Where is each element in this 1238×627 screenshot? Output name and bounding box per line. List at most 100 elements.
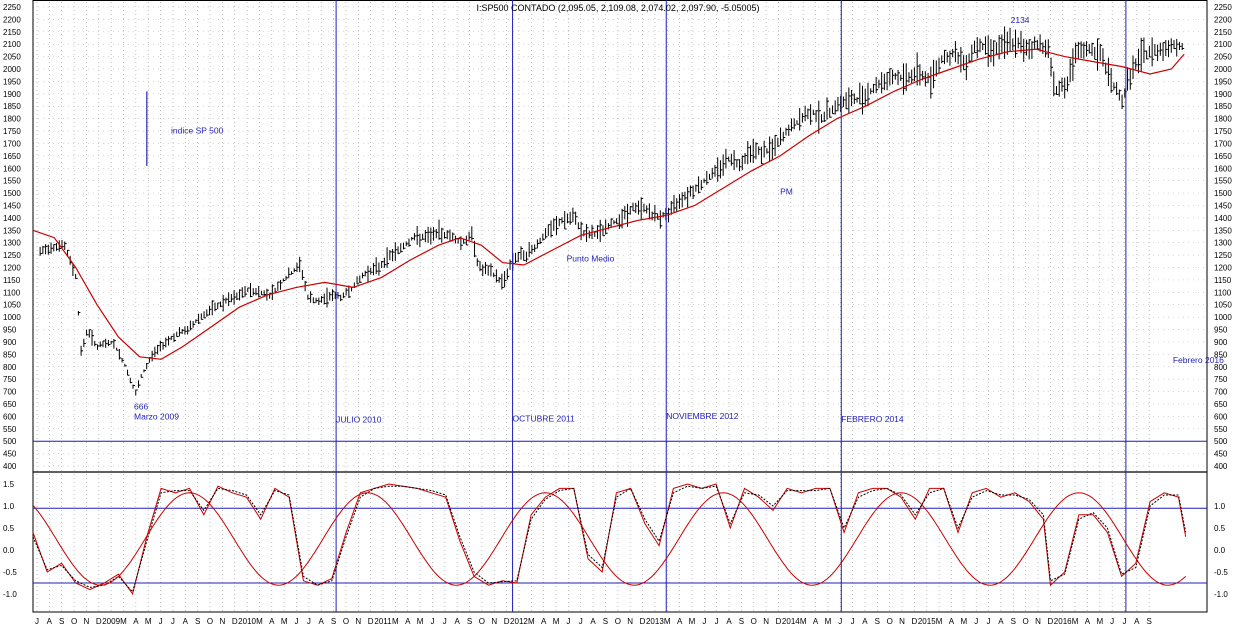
month-tick-label: D [1047, 617, 1053, 626]
price-tick-label-right: 1700 [1214, 139, 1232, 148]
oscillator-line [32, 483, 1187, 596]
price-tick-label-left: 1200 [3, 264, 21, 273]
annotation-label: NOVIEMBRE 2012 [666, 411, 739, 421]
price-tick-label-left: 1400 [3, 214, 21, 223]
annotation-label: 666 [134, 401, 148, 411]
month-tick-label: O [207, 617, 213, 626]
price-tick-label-right: 400 [1214, 462, 1228, 471]
month-tick-label: A [726, 617, 732, 626]
month-tick-label: M [1072, 617, 1079, 626]
annotation-label: JULIO 2010 [336, 415, 382, 425]
price-tick-label-right: 1450 [1214, 201, 1232, 210]
price-tick-label-right: 2200 [1214, 15, 1232, 24]
price-tick-label-left: 700 [3, 388, 17, 397]
month-tick-label: N [627, 617, 633, 626]
month-tick-label: A [998, 617, 1004, 626]
month-tick-label: M [1096, 617, 1103, 626]
month-tick-label: A [590, 617, 596, 626]
month-tick-label: M [256, 617, 263, 626]
price-tick-label-right: 1500 [1214, 189, 1232, 198]
month-tick-label: J [159, 617, 163, 626]
price-tick-label-left: 1250 [3, 251, 21, 260]
axis-layer: J A S O N D 2009 M A M J J A S O N D 2010 M A M J J A S O N D 2011 M A… [3, 0, 1232, 626]
month-tick-label: O [343, 617, 349, 626]
price-tick-label-right: 850 [1214, 350, 1228, 359]
month-tick-label: S [875, 617, 880, 626]
price-tick-label-left: 500 [3, 437, 17, 446]
month-tick-label: A [269, 617, 275, 626]
month-tick-label: A [541, 617, 547, 626]
price-tick-label-left: 1100 [3, 288, 21, 297]
price-tick-label-right: 2100 [1214, 40, 1232, 49]
month-tick-label: D [912, 617, 918, 626]
price-tick-label-right: 2250 [1214, 3, 1232, 12]
month-tick-label: A [677, 617, 683, 626]
annotation-label: Febrero 2016 [1173, 355, 1224, 365]
month-tick-label: 2010 [238, 617, 256, 626]
month-tick-label: 2011 [374, 617, 392, 626]
price-tick-label-left: 1300 [3, 239, 21, 248]
month-tick-label: J [443, 617, 447, 626]
price-tick-label-right: 650 [1214, 400, 1228, 409]
month-tick-label: M [689, 617, 696, 626]
osc-tick-label-left: 0.0 [3, 546, 15, 555]
month-tick-label: A [183, 617, 189, 626]
price-tick-label-left: 1700 [3, 139, 21, 148]
month-tick-label: D [776, 617, 782, 626]
price-tick-label-left: 2200 [3, 15, 21, 24]
osc-tick-label-right: 0.5 [1214, 524, 1226, 533]
osc-tick-label-right: -0.5 [1214, 568, 1228, 577]
price-tick-label-left: 1800 [3, 115, 21, 124]
month-tick-label: J [171, 617, 175, 626]
month-tick-label: S [467, 617, 472, 626]
month-tick-label: N [899, 617, 905, 626]
price-tick-label-left: 1950 [3, 77, 21, 86]
month-tick-label: A [319, 617, 325, 626]
month-tick-label: D [96, 617, 102, 626]
osc-tick-label-right: -1.0 [1214, 590, 1228, 599]
price-tick-label-right: 1050 [1214, 301, 1232, 310]
month-tick-label: J [715, 617, 719, 626]
month-tick-label: N [219, 617, 225, 626]
month-tick-label: J [987, 617, 991, 626]
month-tick-label: N [1035, 617, 1041, 626]
price-tick-label-left: 750 [3, 375, 17, 384]
price-tick-label-right: 750 [1214, 375, 1228, 384]
price-tick-label-left: 1600 [3, 164, 21, 173]
annotation-label: PM [780, 186, 793, 196]
price-tick-label-right: 950 [1214, 326, 1228, 335]
series-lines [32, 0, 1207, 612]
month-tick-label: A [47, 617, 53, 626]
price-tick-label-right: 1400 [1214, 214, 1232, 223]
price-tick-label-left: 2250 [3, 3, 21, 12]
month-tick-label: O [751, 617, 757, 626]
price-tick-label-left: 400 [3, 462, 17, 471]
month-tick-label: N [491, 617, 497, 626]
month-tick-label: A [862, 617, 868, 626]
annotation-label: 2134 [1011, 15, 1030, 25]
price-tick-label-right: 1950 [1214, 77, 1232, 86]
month-tick-label: M [120, 617, 127, 626]
month-tick-label: J [838, 617, 842, 626]
osc-tick-label-left: 0.5 [3, 524, 15, 533]
price-tick-label-right: 1750 [1214, 127, 1232, 136]
price-tick-label-left: 1000 [3, 313, 21, 322]
osc-tick-label-right: 1.0 [1214, 502, 1226, 511]
month-tick-label: O [887, 617, 893, 626]
month-tick-label: S [603, 617, 608, 626]
price-tick-label-left: 550 [3, 425, 17, 434]
osc-tick-label-left: -1.0 [3, 590, 17, 599]
price-tick-label-left: 900 [3, 338, 17, 347]
price-tick-label-left: 1500 [3, 189, 21, 198]
month-tick-label: N [84, 617, 90, 626]
month-tick-label: 2014 [782, 617, 800, 626]
osc-tick-label-left: -0.5 [3, 568, 17, 577]
month-tick-label: J [851, 617, 855, 626]
price-tick-label-left: 1750 [3, 127, 21, 136]
grid-layer [33, 2, 1207, 612]
osc-tick-label-left: 1.5 [3, 480, 15, 489]
month-tick-label: D [640, 617, 646, 626]
month-tick-label: S [1147, 617, 1152, 626]
price-tick-label-right: 1300 [1214, 239, 1232, 248]
